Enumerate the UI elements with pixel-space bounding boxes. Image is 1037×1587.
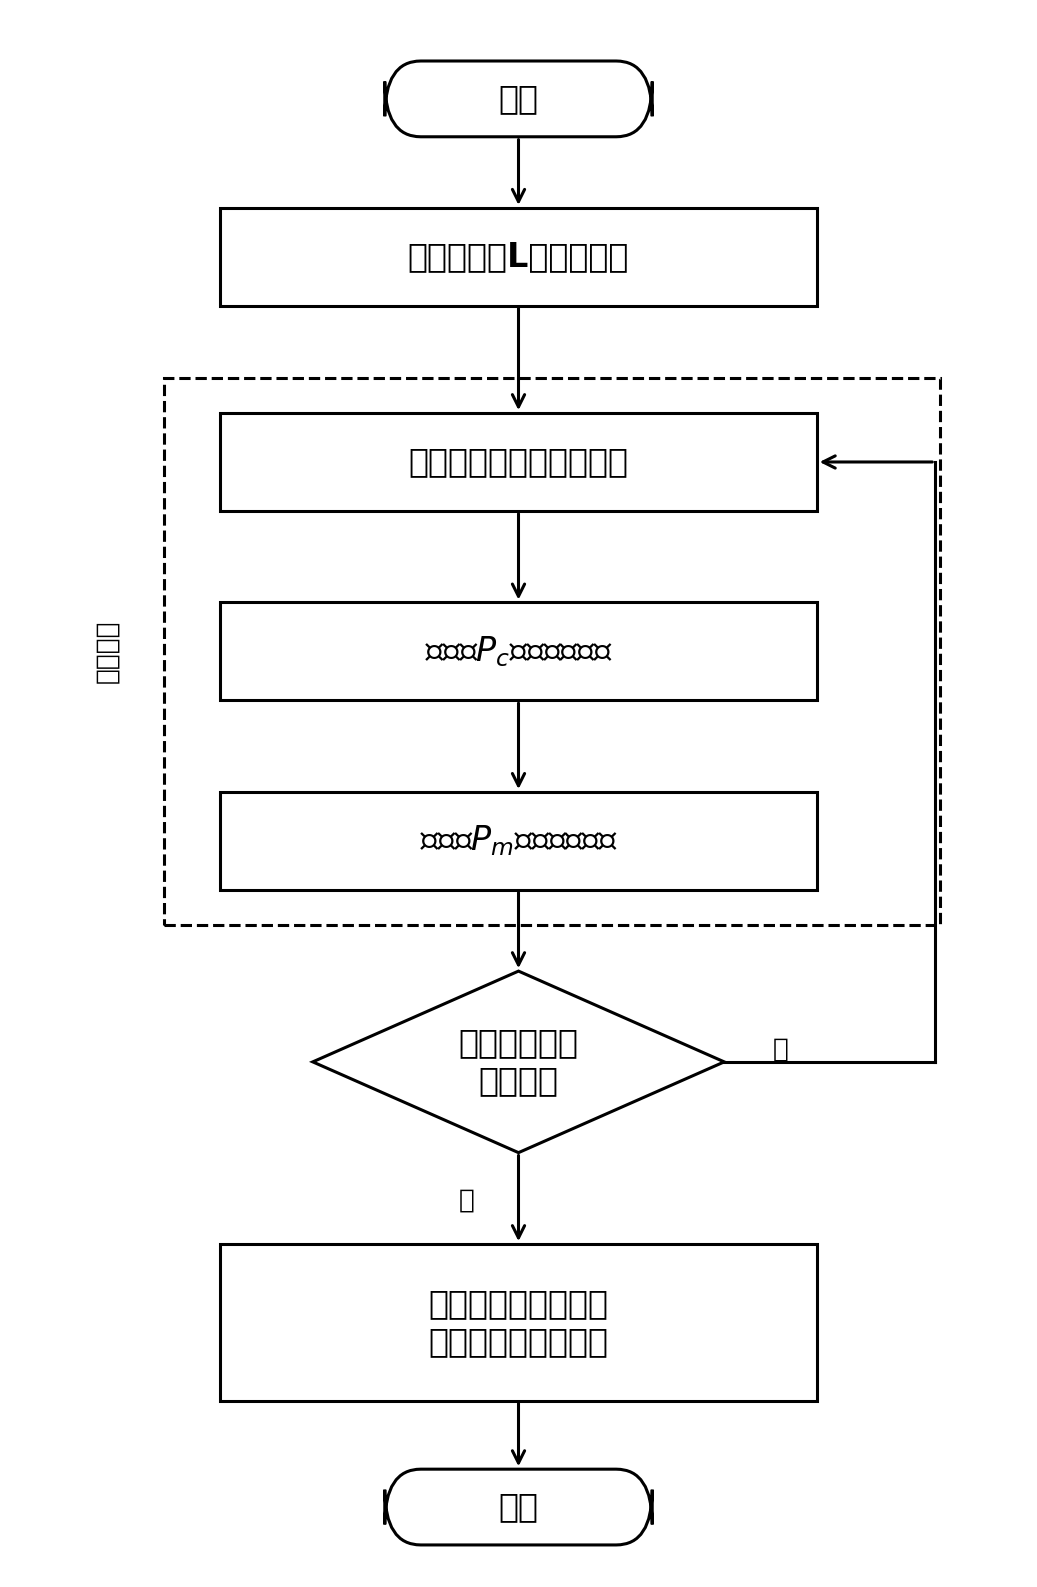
Text: 初始化生成L个初始种群: 初始化生成L个初始种群 — [408, 240, 629, 273]
Text: 不: 不 — [773, 1036, 789, 1062]
FancyBboxPatch shape — [385, 1470, 652, 1546]
FancyBboxPatch shape — [385, 60, 652, 136]
Text: 挑选出精英个体予以保留: 挑选出精英个体予以保留 — [409, 446, 628, 478]
Text: 选择适应度最好的染
色体作为优化的结果: 选择适应度最好的染 色体作为优化的结果 — [428, 1287, 609, 1358]
Text: 结束: 结束 — [499, 1490, 538, 1524]
Polygon shape — [313, 971, 724, 1152]
Text: 基因操作: 基因操作 — [94, 619, 120, 682]
Bar — [220, 792, 817, 890]
Text: 是否达到最大
迭代次数: 是否达到最大 迭代次数 — [458, 1027, 579, 1098]
Bar — [220, 413, 817, 511]
Bar — [220, 1244, 817, 1401]
Text: 开始: 开始 — [499, 83, 538, 116]
Bar — [220, 603, 817, 700]
Bar — [164, 378, 941, 925]
Text: 以概率$P_m$进行变异操作: 以概率$P_m$进行变异操作 — [420, 824, 617, 859]
Text: 以概率$P_c$进行交叉操作: 以概率$P_c$进行交叉操作 — [425, 635, 612, 668]
Bar — [220, 208, 817, 306]
Text: 是: 是 — [459, 1187, 475, 1214]
